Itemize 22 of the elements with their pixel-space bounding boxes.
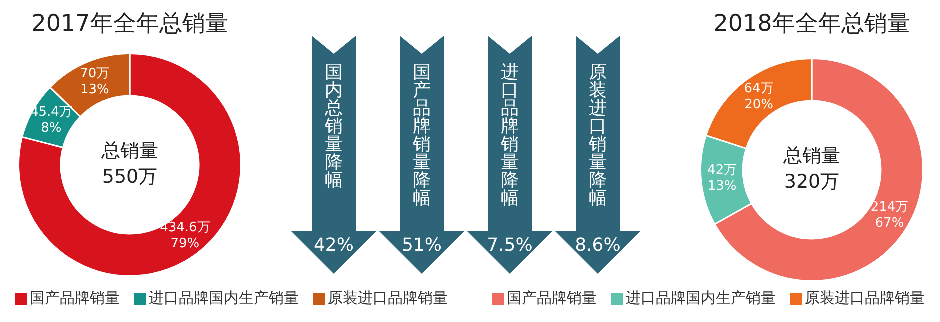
text: 总销量 550万 xyxy=(100,140,158,188)
text: 7.5% xyxy=(486,235,534,256)
text: 国产品牌销量降幅 xyxy=(412,62,432,209)
chart-title: 2018年全年总销量 xyxy=(712,10,912,39)
legend-label: 原装进口品牌销量 xyxy=(804,289,925,308)
text: 总销量 320万 xyxy=(782,144,840,193)
text: 8.6% xyxy=(574,235,622,256)
data-label: 214万 67% xyxy=(870,200,909,231)
legend-label: 国产品牌销量 xyxy=(29,289,120,308)
chart-title: 2017年全年总销量 xyxy=(30,10,230,39)
text: 进口品牌销量降幅 xyxy=(500,62,520,209)
data-label: 42万 13% xyxy=(708,163,738,194)
text: 国内总销量降幅 xyxy=(324,62,344,191)
data-label: 64万 20% xyxy=(744,81,774,112)
text: 原装进口销量降幅 xyxy=(588,62,608,209)
text: 51% xyxy=(400,235,443,256)
legend-label: 进口品牌国内生产销量 xyxy=(625,289,776,308)
data-label: 70万 13% xyxy=(80,66,110,98)
legend-label: 国产品牌销量 xyxy=(506,289,597,308)
text: 42% xyxy=(312,235,355,256)
legend-label: 进口品牌国内生产销量 xyxy=(148,289,299,308)
legend-label: 原装进口品牌销量 xyxy=(327,289,448,308)
